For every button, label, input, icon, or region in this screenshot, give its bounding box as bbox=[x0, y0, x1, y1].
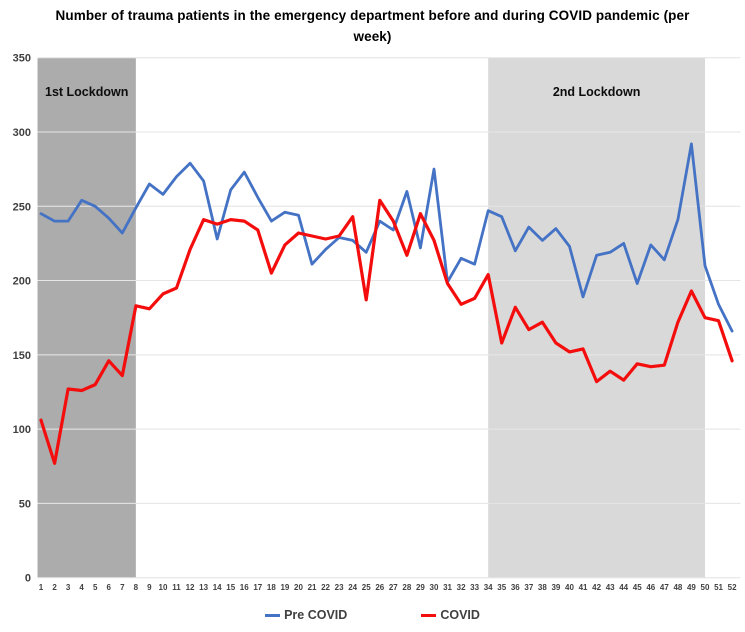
legend-item-pre-covid: Pre COVID bbox=[265, 608, 347, 622]
x-tick-label: 39 bbox=[551, 583, 560, 592]
x-tick-label: 28 bbox=[402, 583, 411, 592]
x-tick-label: 51 bbox=[714, 583, 723, 592]
x-tick-label: 17 bbox=[253, 583, 262, 592]
x-tick-label: 45 bbox=[633, 583, 642, 592]
x-tick-label: 38 bbox=[538, 583, 547, 592]
x-tick-label: 9 bbox=[147, 583, 152, 592]
x-tick-label: 1 bbox=[39, 583, 44, 592]
x-tick-label: 49 bbox=[687, 583, 696, 592]
x-tick-label: 35 bbox=[497, 583, 506, 592]
x-tick-label: 46 bbox=[646, 583, 655, 592]
x-tick-label: 11 bbox=[172, 583, 181, 592]
legend-label: COVID bbox=[440, 608, 480, 622]
x-tick-label: 30 bbox=[430, 583, 439, 592]
lockdown-label: 1st Lockdown bbox=[45, 85, 128, 99]
x-tick-label: 10 bbox=[159, 583, 168, 592]
y-tick-label: 250 bbox=[13, 201, 31, 213]
x-tick-label: 5 bbox=[93, 583, 98, 592]
x-tick-label: 27 bbox=[389, 583, 398, 592]
y-tick-label: 50 bbox=[19, 498, 31, 510]
pre-covid-line bbox=[39, 142, 734, 333]
x-tick-label: 42 bbox=[592, 583, 601, 592]
x-tick-label: 31 bbox=[443, 583, 452, 592]
x-tick-label: 26 bbox=[375, 583, 384, 592]
x-tick-label: 41 bbox=[579, 583, 588, 592]
x-tick-label: 12 bbox=[186, 583, 195, 592]
x-tick-label: 24 bbox=[348, 583, 357, 592]
y-tick-label: 150 bbox=[13, 350, 31, 362]
covid-line bbox=[39, 198, 734, 465]
x-tick-label: 50 bbox=[701, 583, 710, 592]
x-tick-label: 23 bbox=[335, 583, 344, 592]
x-tick-label: 22 bbox=[321, 583, 330, 592]
chart-title: Number of trauma patients in the emergen… bbox=[55, 8, 690, 44]
y-tick-label: 350 bbox=[13, 53, 31, 65]
x-tick-label: 48 bbox=[673, 583, 682, 592]
x-tick-label: 19 bbox=[280, 583, 289, 592]
x-tick-label: 3 bbox=[66, 583, 71, 592]
x-tick-label: 43 bbox=[606, 583, 615, 592]
x-tick-label: 34 bbox=[484, 583, 493, 592]
lockdown-band bbox=[37, 57, 136, 578]
chart-legend: Pre COVID COVID bbox=[0, 604, 745, 626]
x-tick-label: 47 bbox=[660, 583, 669, 592]
x-tick-label: 25 bbox=[362, 583, 371, 592]
x-tick-label: 37 bbox=[524, 583, 533, 592]
y-tick-label: 100 bbox=[13, 424, 31, 436]
legend-label: Pre COVID bbox=[284, 608, 348, 622]
x-tick-label: 8 bbox=[134, 583, 139, 592]
x-tick-label: 2 bbox=[52, 583, 57, 592]
x-tick-label: 52 bbox=[728, 583, 737, 592]
x-tick-label: 36 bbox=[511, 583, 520, 592]
y-tick-label: 200 bbox=[13, 276, 31, 288]
x-tick-label: 33 bbox=[470, 583, 479, 592]
legend-item-covid: COVID bbox=[421, 608, 480, 622]
x-tick-label: 20 bbox=[294, 583, 303, 592]
x-tick-label: 40 bbox=[565, 583, 574, 592]
legend-marker-icon bbox=[421, 613, 437, 617]
legend-marker-icon bbox=[265, 613, 281, 617]
x-tick-label: 14 bbox=[213, 583, 222, 592]
x-tick-label: 44 bbox=[619, 583, 628, 592]
lockdown-band bbox=[488, 57, 705, 578]
x-tick-label: 6 bbox=[107, 583, 112, 592]
x-tick-label: 29 bbox=[416, 583, 425, 592]
y-tick-label: 300 bbox=[13, 127, 31, 139]
x-tick-label: 21 bbox=[308, 583, 317, 592]
x-tick-label: 18 bbox=[267, 583, 276, 592]
y-tick-label: 0 bbox=[25, 573, 31, 585]
x-tick-label: 16 bbox=[240, 583, 249, 592]
x-tick-label: 13 bbox=[199, 583, 208, 592]
x-tick-label: 32 bbox=[457, 583, 466, 592]
x-tick-label: 15 bbox=[226, 583, 235, 592]
lockdown-label: 2nd Lockdown bbox=[553, 85, 641, 99]
x-tick-label: 7 bbox=[120, 583, 125, 592]
x-tick-label: 4 bbox=[79, 583, 84, 592]
